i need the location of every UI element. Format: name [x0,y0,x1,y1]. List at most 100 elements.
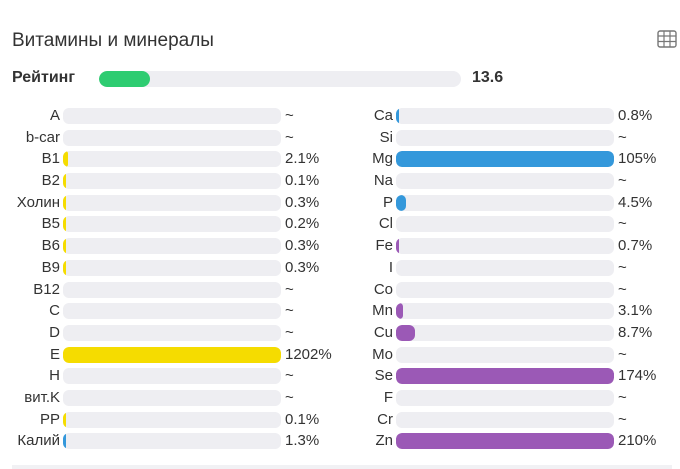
nutrient-name: вит.K [24,388,60,406]
nutrient-name: Fe [375,237,393,255]
nutrient-name: Zn [375,432,393,450]
nutrient-bar-fill [63,411,66,428]
nutrient-name: Cl [378,215,393,233]
nutrient-bar-fill [63,433,66,450]
nutrient-name: Mg [372,150,393,168]
nutrient-value: 210% [618,432,657,450]
nutrient-name: B6 [41,237,60,255]
nutrient-row: I ~ [340,257,680,279]
nutrient-bar [396,173,614,190]
nutrient-name: B12 [33,280,60,298]
rating-bar-fill [99,71,150,87]
nutrient-value: 0.2% [285,215,320,233]
nutrient-value: ~ [618,388,627,406]
nutrient-value: ~ [618,215,627,233]
nutrient-bar-fill [396,324,415,341]
nutrient-bar [63,433,281,450]
nutrient-bar [396,281,614,298]
nutrient-bar [63,216,281,233]
nutrient-value: 3.1% [618,302,653,320]
nutrient-row: PP 0.1% [0,409,340,431]
nutrient-name: Co [373,280,393,298]
nutrient-name: Калий [17,432,60,450]
nutrient-value: 0.7% [618,237,653,255]
nutrient-bar [63,411,281,428]
nutrient-bar [396,368,614,385]
nutrient-row: H ~ [0,365,340,387]
nutrient-bar-fill [396,238,399,255]
rating-label: Рейтинг [12,69,76,86]
nutrient-bar-fill [396,108,399,124]
nutrient-bar [396,108,614,124]
nutrient-row: Cu 8.7% [340,322,680,344]
nutrient-row: B12 ~ [0,279,340,301]
nutrient-row: B1 2.1% [0,148,340,170]
nutrient-row: Mo ~ [340,344,680,366]
nutrient-row: B2 0.1% [0,170,340,192]
nutrient-value: ~ [285,128,294,146]
nutrient-value: 0.1% [285,172,320,190]
nutrient-name: B9 [41,258,60,276]
nutrient-name: Na [373,172,393,190]
nutrient-name: H [49,367,60,385]
nutrient-name: b-car [25,128,60,146]
table-grid-icon[interactable] [657,30,677,48]
section-title: Витамины и минералы [12,30,214,51]
nutrient-row: B5 0.2% [0,213,340,235]
nutrient-bar [63,173,281,190]
nutrient-bar [63,194,281,211]
nutrient-row: P 4.5% [340,192,680,214]
nutrient-value: ~ [618,280,627,298]
nutrient-bar-fill [63,194,66,211]
nutrient-bar-fill [63,346,281,363]
nutrient-row: Se 174% [340,365,680,387]
nutrient-name: Cu [373,323,393,341]
nutrient-row: Cl ~ [340,213,680,235]
nutrient-bar-fill [396,151,614,168]
nutrient-bar [396,194,614,211]
nutrient-value: 0.1% [285,410,320,428]
nutrient-value: 1202% [285,345,332,363]
nutrient-row: Fe 0.7% [340,235,680,257]
nutrient-value: ~ [285,280,294,298]
nutrient-name: A [49,107,60,124]
nutrient-row: b-car ~ [0,127,340,149]
nutrient-bar [63,346,281,363]
nutrient-row: Na ~ [340,170,680,192]
nutrient-bar [63,108,281,124]
nutrient-row: Mg 105% [340,148,680,170]
nutrient-bar [396,389,614,406]
nutrient-bar-fill [396,433,614,450]
nutrient-bar-fill [396,368,614,385]
nutrient-bar [396,216,614,233]
nutrient-value: 2.1% [285,150,320,168]
nutrient-row: A ~ [0,105,340,127]
divider [12,465,672,469]
nutrient-bar [396,151,614,168]
nutrient-value: 0.3% [285,193,320,211]
nutrient-bar-fill [63,216,66,233]
nutrient-bar-fill [396,303,403,320]
nutrient-bar [63,281,281,298]
nutrient-bar [396,259,614,276]
nutrient-name: F [383,388,393,406]
nutrient-bar [63,324,281,341]
nutrient-value: ~ [618,258,627,276]
nutrient-value: 4.5% [618,193,653,211]
nutrient-name: Mn [372,302,393,320]
nutrient-value: 0.3% [285,237,320,255]
rating-bar [99,71,461,87]
nutrient-bar [396,411,614,428]
nutrient-value: ~ [285,367,294,385]
nutrient-row: Mn 3.1% [340,300,680,322]
nutrient-row: B9 0.3% [0,257,340,279]
nutrient-bar [63,303,281,320]
nutrient-value: ~ [618,172,627,190]
nutrient-value: ~ [285,107,294,124]
nutrient-row: C ~ [0,300,340,322]
nutrient-value: ~ [285,323,294,341]
nutrient-value: 8.7% [618,323,653,341]
nutrient-name: Mo [372,345,393,363]
nutrient-row: B6 0.3% [0,235,340,257]
nutrient-row: Калий 1.3% [0,430,340,452]
